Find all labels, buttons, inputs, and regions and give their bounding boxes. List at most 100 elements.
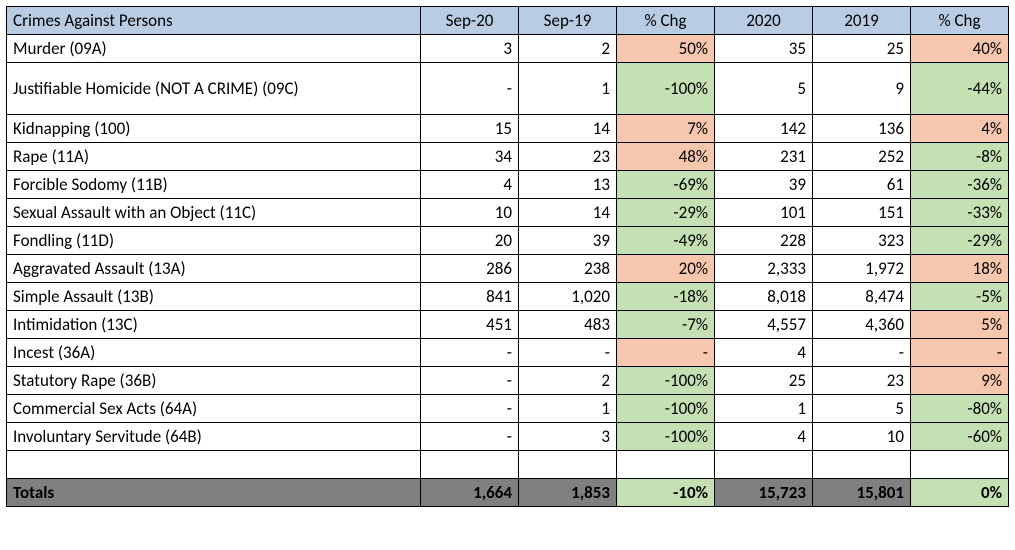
- cell-sep19: 2: [519, 367, 617, 395]
- cell-ychg: -44%: [911, 63, 1009, 115]
- totals-row: Totals1,6641,853-10%15,72315,8010%: [7, 479, 1009, 507]
- spacer-cell: [715, 451, 813, 479]
- spacer-cell: [421, 451, 519, 479]
- spacer-cell: [7, 451, 421, 479]
- cell-2019: 4,360: [813, 311, 911, 339]
- cell-sep19: 483: [519, 311, 617, 339]
- cell-2019: 136: [813, 115, 911, 143]
- cell-sep19: 39: [519, 227, 617, 255]
- cell-2020: 5: [715, 63, 813, 115]
- table-row: Simple Assault (13B)8411,020-18%8,0188,4…: [7, 283, 1009, 311]
- cell-2019: 25: [813, 35, 911, 63]
- col-header-ychg: % Chg: [911, 7, 1009, 35]
- col-header-2020: 2020: [715, 7, 813, 35]
- totals-ychg: 0%: [911, 479, 1009, 507]
- cell-2019: 10: [813, 423, 911, 451]
- row-label: Commercial Sex Acts (64A): [7, 395, 421, 423]
- col-header-title: Crimes Against Persons: [7, 7, 421, 35]
- table-row: Intimidation (13C)451483-7%4,5574,3605%: [7, 311, 1009, 339]
- table-row: Commercial Sex Acts (64A)-1-100%15-80%: [7, 395, 1009, 423]
- totals-sep20: 1,664: [421, 479, 519, 507]
- cell-2019: -: [813, 339, 911, 367]
- spacer-cell: [519, 451, 617, 479]
- cell-2019: 8,474: [813, 283, 911, 311]
- row-label: Intimidation (13C): [7, 311, 421, 339]
- cell-mchg: 20%: [617, 255, 715, 283]
- spacer-row: [7, 451, 1009, 479]
- cell-sep20: 451: [421, 311, 519, 339]
- row-label: Involuntary Servitude (64B): [7, 423, 421, 451]
- table-row: Incest (36A)---4--: [7, 339, 1009, 367]
- table-row: Sexual Assault with an Object (11C)1014-…: [7, 199, 1009, 227]
- totals-2020: 15,723: [715, 479, 813, 507]
- cell-2020: 231: [715, 143, 813, 171]
- cell-mchg: -18%: [617, 283, 715, 311]
- table-header-row: Crimes Against Persons Sep-20 Sep-19 % C…: [7, 7, 1009, 35]
- cell-ychg: -8%: [911, 143, 1009, 171]
- totals-mchg: -10%: [617, 479, 715, 507]
- table-row: Aggravated Assault (13A)28623820%2,3331,…: [7, 255, 1009, 283]
- totals-sep19: 1,853: [519, 479, 617, 507]
- table-row: Involuntary Servitude (64B)-3-100%410-60…: [7, 423, 1009, 451]
- cell-sep20: 4: [421, 171, 519, 199]
- table-row: Murder (09A)3250%352540%: [7, 35, 1009, 63]
- cell-2020: 4: [715, 423, 813, 451]
- cell-mchg: 48%: [617, 143, 715, 171]
- cell-sep19: 3: [519, 423, 617, 451]
- row-label: Rape (11A): [7, 143, 421, 171]
- cell-mchg: 50%: [617, 35, 715, 63]
- totals-2019: 15,801: [813, 479, 911, 507]
- col-header-sep19: Sep-19: [519, 7, 617, 35]
- cell-sep19: 14: [519, 115, 617, 143]
- cell-mchg: -: [617, 339, 715, 367]
- cell-mchg: -100%: [617, 423, 715, 451]
- cell-mchg: 7%: [617, 115, 715, 143]
- cell-sep20: 3: [421, 35, 519, 63]
- cell-2020: 25: [715, 367, 813, 395]
- cell-mchg: -69%: [617, 171, 715, 199]
- cell-sep20: 34: [421, 143, 519, 171]
- table-row: Statutory Rape (36B)-2-100%25239%: [7, 367, 1009, 395]
- cell-sep19: 14: [519, 199, 617, 227]
- cell-sep20: 286: [421, 255, 519, 283]
- cell-sep20: -: [421, 63, 519, 115]
- cell-2019: 151: [813, 199, 911, 227]
- row-label: Sexual Assault with an Object (11C): [7, 199, 421, 227]
- cell-sep19: 2: [519, 35, 617, 63]
- row-label: Justifiable Homicide (NOT A CRIME) (09C): [7, 63, 421, 115]
- spacer-cell: [911, 451, 1009, 479]
- row-label: Incest (36A): [7, 339, 421, 367]
- cell-sep19: -: [519, 339, 617, 367]
- table-row: Justifiable Homicide (NOT A CRIME) (09C)…: [7, 63, 1009, 115]
- cell-ychg: -: [911, 339, 1009, 367]
- cell-sep19: 1: [519, 395, 617, 423]
- cell-2020: 142: [715, 115, 813, 143]
- cell-sep20: 10: [421, 199, 519, 227]
- cell-mchg: -29%: [617, 199, 715, 227]
- cell-ychg: -80%: [911, 395, 1009, 423]
- cell-2020: 228: [715, 227, 813, 255]
- row-label: Fondling (11D): [7, 227, 421, 255]
- cell-2020: 39: [715, 171, 813, 199]
- cell-ychg: 9%: [911, 367, 1009, 395]
- cell-2019: 9: [813, 63, 911, 115]
- row-label: Aggravated Assault (13A): [7, 255, 421, 283]
- cell-2020: 1: [715, 395, 813, 423]
- cell-ychg: 40%: [911, 35, 1009, 63]
- cell-sep20: 841: [421, 283, 519, 311]
- cell-2019: 23: [813, 367, 911, 395]
- crimes-table: Crimes Against Persons Sep-20 Sep-19 % C…: [6, 6, 1009, 507]
- cell-2019: 5: [813, 395, 911, 423]
- table-row: Rape (11A)342348%231252-8%: [7, 143, 1009, 171]
- cell-mchg: -100%: [617, 367, 715, 395]
- cell-sep20: -: [421, 367, 519, 395]
- cell-2020: 4,557: [715, 311, 813, 339]
- cell-ychg: -5%: [911, 283, 1009, 311]
- col-header-mchg: % Chg: [617, 7, 715, 35]
- cell-sep19: 23: [519, 143, 617, 171]
- row-label: Forcible Sodomy (11B): [7, 171, 421, 199]
- cell-ychg: 4%: [911, 115, 1009, 143]
- cell-sep20: 15: [421, 115, 519, 143]
- row-label: Kidnapping (100): [7, 115, 421, 143]
- cell-sep20: -: [421, 423, 519, 451]
